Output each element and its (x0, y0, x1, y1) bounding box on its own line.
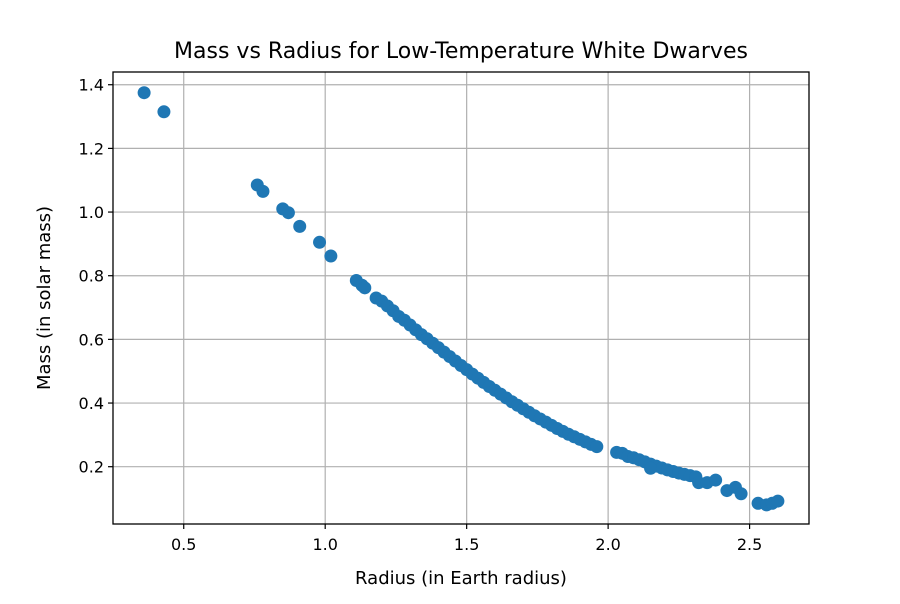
x-tick-label: 2.5 (737, 535, 762, 554)
y-tick-label: 0.6 (79, 330, 104, 349)
y-tick-label: 1.2 (79, 139, 104, 158)
data-point (157, 105, 171, 119)
y-tick-label: 0.2 (79, 458, 104, 477)
x-tick-label: 0.5 (171, 535, 196, 554)
data-points (137, 86, 785, 512)
y-axis-label: Mass (in solar mass) (34, 206, 55, 390)
x-axis-ticks: 0.5 1.0 1.5 2.0 2.5 (171, 524, 762, 554)
y-tick-label: 1.4 (79, 76, 104, 95)
x-axis-label: Radius (in Earth radius) (355, 568, 567, 589)
data-point (771, 494, 785, 508)
y-axis-ticks: 0.2 0.4 0.6 0.8 1.0 1.2 1.4 (79, 76, 113, 477)
data-point (137, 86, 151, 100)
data-point (324, 249, 338, 263)
data-point (709, 473, 723, 487)
data-point (644, 461, 658, 475)
y-tick-label: 1.0 (79, 203, 104, 222)
data-point (590, 440, 604, 454)
plot-frame (112, 71, 810, 525)
data-point (313, 235, 327, 249)
data-point (734, 487, 748, 501)
y-tick-label: 0.8 (79, 267, 104, 286)
data-point (256, 184, 270, 198)
chart-title: Mass vs Radius for Low-Temperature White… (174, 39, 748, 64)
data-point (281, 206, 295, 220)
data-point (358, 281, 372, 295)
grid-lines (113, 72, 809, 524)
x-tick-label: 2.0 (595, 535, 620, 554)
y-tick-label: 0.4 (79, 394, 104, 413)
data-point (293, 219, 307, 233)
x-tick-label: 1.5 (454, 535, 479, 554)
x-tick-label: 1.0 (312, 535, 337, 554)
